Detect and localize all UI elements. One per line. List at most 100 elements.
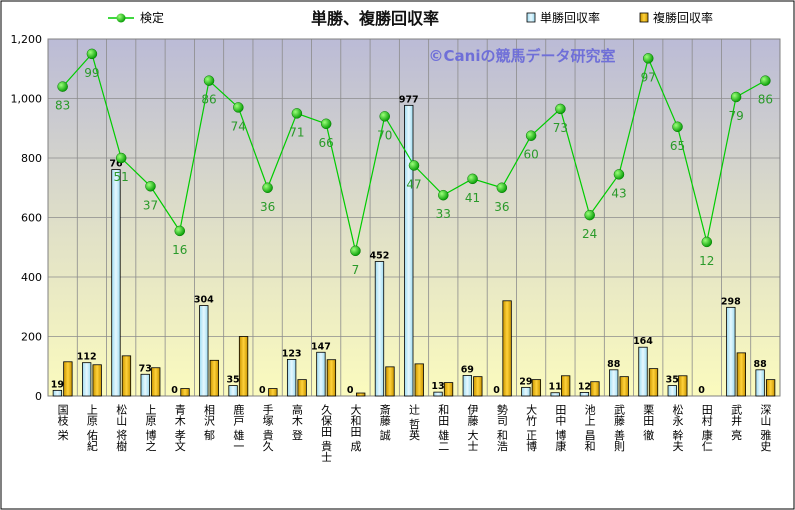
bars: 19 112 76 73 0 304 35 0 123 147 0 452 977 13 69 0 29 11 12…: [51, 94, 776, 397]
tansho-data-label: 35: [666, 375, 679, 386]
tansho-bar: [111, 169, 121, 397]
fukusho-bar: [121, 355, 132, 397]
tansho-data-label: 123: [282, 348, 302, 359]
kentei-point: [320, 118, 332, 130]
legend-fuku-swatch: [639, 12, 649, 23]
kentei-point: [174, 225, 186, 237]
x-category-label: 辻 哲英: [408, 403, 421, 441]
fukusho-bar: [619, 376, 629, 397]
kentei-point: [584, 209, 595, 221]
watermark: ©Caniの競馬データ研究室: [429, 47, 616, 65]
y-tick-label: 800: [21, 152, 42, 165]
fukusho-bar: [531, 379, 542, 397]
kentei-point: [262, 182, 273, 193]
x-category-label: 伊藤 大士: [466, 404, 479, 452]
tansho-bar: [609, 369, 619, 397]
tansho-bar: [404, 104, 414, 397]
x-category-label: 松永 幹夫: [671, 403, 684, 452]
kentei-data-label: 16: [172, 243, 187, 257]
kentei-data-label: 24: [582, 227, 597, 241]
kentei-point: [291, 108, 303, 119]
fukusho-bar: [238, 336, 249, 397]
kentei-point: [408, 160, 420, 171]
tansho-data-label: 19: [51, 379, 64, 390]
fukusho-bar: [180, 388, 190, 397]
kentei-data-label: 65: [670, 139, 685, 153]
kentei-data-label: 47: [406, 177, 421, 191]
fukusho-bar: [736, 352, 746, 397]
x-category-label: 上原 佑紀: [85, 404, 98, 452]
x-category-label: 上原 博之: [144, 404, 157, 452]
legend-kentei: 検定: [140, 10, 164, 25]
tansho-data-label: 35: [226, 375, 239, 386]
tansho-bar: [755, 369, 765, 397]
kentei-point: [379, 111, 390, 122]
tansho-data-label: 0: [347, 385, 354, 396]
tansho-bar: [521, 386, 531, 397]
kentei-line: 83 99 51 37 16 86 74 36 71 66 7 70 47 33 41 36 60 73 24 43 9…: [55, 48, 773, 277]
tansho-data-label: 12: [578, 381, 591, 392]
tansho-bar: [638, 346, 648, 397]
kentei-data-label: 70: [377, 128, 392, 142]
tansho-data-label: 147: [311, 341, 331, 352]
x-category-label: 鹿戸 雄一: [232, 403, 245, 452]
x-category-label: 手塚 貴久: [261, 403, 274, 452]
kentei-data-label: 33: [436, 207, 451, 221]
x-category-label: 和田 雄二: [437, 404, 450, 452]
legend: 検定 単勝回収率 複勝回収率: [108, 10, 713, 25]
kentei-point: [86, 48, 98, 60]
legend-dot-swatch: [116, 13, 126, 23]
x-category-label: 大竹 正博: [525, 403, 538, 452]
fukusho-bar: [209, 359, 219, 397]
fukusho-bar: [63, 361, 73, 397]
x-category-label: 松山 将樹: [115, 403, 128, 452]
tansho-bar: [462, 375, 472, 397]
kentei-point: [438, 189, 449, 201]
y-tick-label: 400: [21, 271, 42, 284]
legend-tan-swatch: [526, 12, 536, 23]
kentei-data-label: 12: [699, 254, 714, 268]
chart-title: 単勝、複勝回収率: [311, 9, 439, 28]
kentei-point: [350, 245, 361, 257]
tansho-data-label: 0: [171, 385, 178, 396]
fukusho-bar: [561, 375, 571, 397]
fukusho-bar: [414, 363, 424, 397]
kentei-data-label: 99: [84, 66, 99, 80]
kentei-data-label: 74: [231, 119, 246, 133]
kentei-point: [496, 182, 508, 193]
fukusho-bar: [590, 381, 600, 397]
tansho-data-label: 164: [633, 336, 653, 347]
tansho-data-label: 452: [370, 251, 390, 262]
fukusho-bar: [502, 300, 512, 397]
y-axis: 0 200 400 600 800 1,000 1,200: [11, 33, 43, 403]
tansho-data-label: 73: [139, 363, 152, 374]
kentei-point: [203, 75, 215, 86]
tansho-bar: [667, 385, 677, 397]
kentei-data-label: 66: [319, 136, 334, 150]
tansho-bar: [52, 389, 63, 397]
tansho-data-label: 304: [194, 295, 214, 306]
gridlines: [48, 39, 780, 396]
tansho-bar: [579, 392, 590, 397]
fukusho-bar: [443, 382, 454, 397]
tansho-bar: [228, 385, 238, 397]
kentei-point: [555, 103, 566, 115]
tansho-data-label: 977: [399, 94, 419, 105]
fukusho-bar: [92, 364, 102, 397]
kentei-point: [525, 130, 537, 141]
tansho-data-label: 0: [259, 385, 266, 396]
kentei-data-label: 83: [55, 99, 70, 113]
kentei-data-label: 71: [289, 125, 304, 139]
tansho-data-label: 88: [753, 359, 767, 370]
y-tick-label: 1,000: [11, 93, 43, 106]
kentei-data-label: 7: [352, 263, 360, 277]
x-category-label: 高木 登: [290, 403, 303, 441]
tansho-data-label: 0: [493, 385, 500, 396]
plot-frame: [47, 38, 781, 397]
tansho-bar: [140, 373, 150, 397]
fukusho-bar: [473, 376, 483, 397]
x-category-label: 田中 博康: [554, 404, 567, 452]
x-category-label: 国枝 栄: [56, 404, 69, 441]
y-tick-label: 0: [35, 390, 42, 403]
